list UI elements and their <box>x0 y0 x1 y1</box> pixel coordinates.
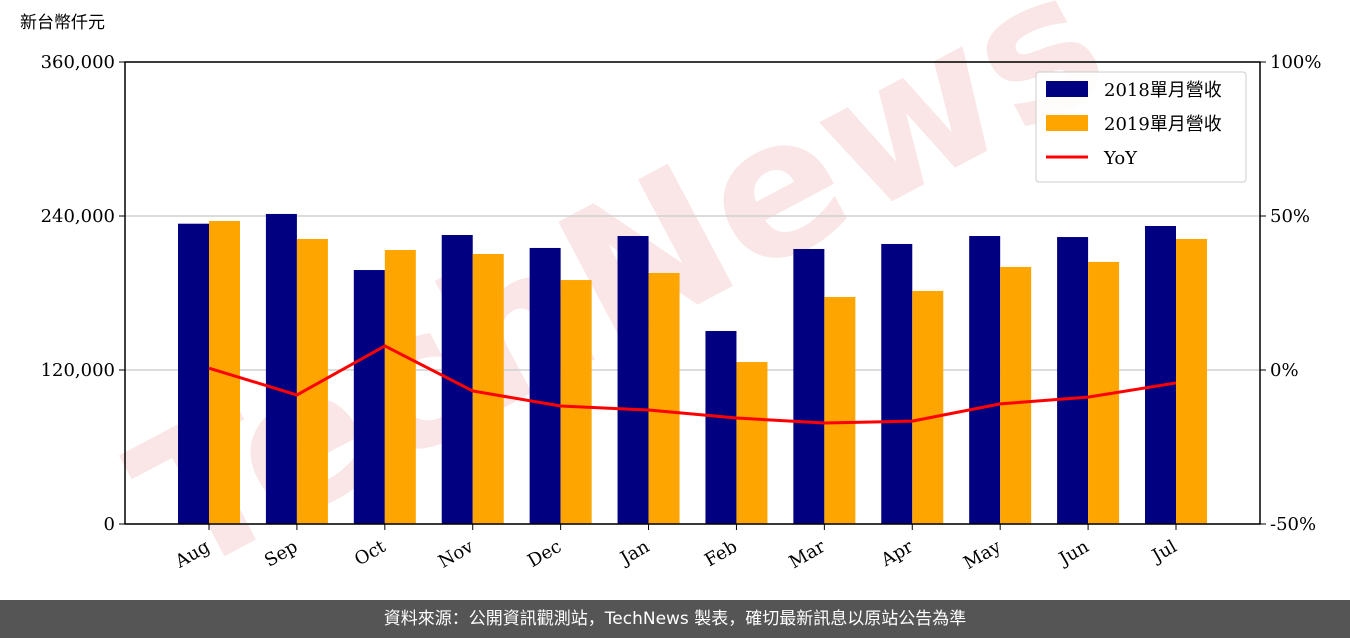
footer: 資料來源：公開資訊觀測站，TechNews 製表，確切最新訊息以原站公告為準 <box>0 600 1350 638</box>
legend-box <box>1035 71 1247 183</box>
bar <box>353 270 385 524</box>
legend-label: 2019單月營收 <box>1104 114 1222 135</box>
bar <box>529 247 561 524</box>
y2-tick-label: 0% <box>1270 360 1299 381</box>
legend-label: YoY <box>1103 148 1138 169</box>
y-tick-label: 120,000 <box>41 360 115 381</box>
y-tick-label: 0 <box>104 514 115 535</box>
x-tick-label: Dec <box>524 536 565 572</box>
x-tick-label: Feb <box>701 536 741 571</box>
bar <box>736 362 768 524</box>
y-tick-label: 240,000 <box>41 206 115 227</box>
bar <box>472 253 504 524</box>
x-tick-label: Oct <box>351 536 390 571</box>
bar <box>441 234 473 524</box>
x-tick-label: Jan <box>615 536 653 570</box>
legend-swatch <box>1046 115 1088 131</box>
bar <box>881 243 913 524</box>
y2-tick-label: -50% <box>1270 514 1316 535</box>
bar <box>969 236 1001 524</box>
bar <box>793 248 825 524</box>
bar <box>1000 266 1032 524</box>
x-tick-label: Mar <box>786 536 830 573</box>
y2-tick-label: 50% <box>1270 206 1310 227</box>
y-tick-label: 360,000 <box>41 52 115 73</box>
bar <box>824 296 856 524</box>
x-tick-label: Jul <box>1147 536 1181 568</box>
bar <box>265 213 297 525</box>
legend-label: 2018單月營收 <box>1104 80 1222 101</box>
bar <box>617 236 649 524</box>
chart: 新台幣仟元 TechNews 0120,000240,000360,000-50… <box>20 0 1321 600</box>
plot-frame <box>124 61 1261 525</box>
unit-label: 新台幣仟元 <box>20 13 105 33</box>
bar <box>560 280 592 524</box>
bar <box>912 290 944 524</box>
bar <box>178 223 209 524</box>
x-tick-label: Jun <box>1054 536 1093 571</box>
bar <box>648 272 680 524</box>
bar <box>705 330 737 524</box>
legend-swatch <box>1046 81 1088 97</box>
bar <box>1057 237 1089 524</box>
line <box>208 344 1177 425</box>
y2-tick-label: 100% <box>1270 52 1321 73</box>
x-tick-label: Apr <box>877 536 917 571</box>
x-tick-label: May <box>960 536 1005 574</box>
bar <box>1176 238 1207 524</box>
bar <box>1145 226 1176 524</box>
x-tick-label: Nov <box>435 536 478 573</box>
bar <box>384 250 416 524</box>
